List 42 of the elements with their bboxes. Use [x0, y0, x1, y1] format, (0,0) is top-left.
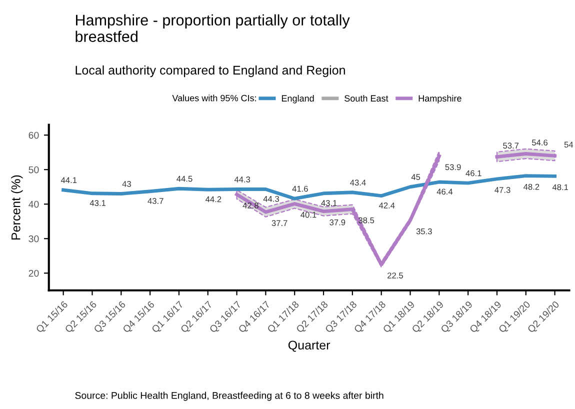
- y-tick-label: 40: [28, 200, 39, 208]
- data-label: 43.4: [350, 180, 366, 186]
- data-label: 48.1: [552, 184, 568, 190]
- data-label: 35.3: [416, 228, 432, 234]
- legend-label: England: [282, 94, 314, 104]
- data-label: 43.1: [90, 200, 106, 206]
- legend-label: South East: [344, 94, 388, 102]
- data-label: 45: [411, 174, 420, 180]
- x-axis-title: Quarter: [288, 340, 330, 352]
- data-label: 44.3: [234, 176, 250, 182]
- y-tick-label: 50: [28, 166, 39, 174]
- data-label: 54.6: [532, 140, 548, 146]
- source-note: Source: Public Health England, Breastfeeding at 6 to 8 weeks after birth: [75, 392, 384, 401]
- data-label: 53.7: [503, 142, 519, 149]
- data-label: 46.4: [436, 188, 453, 195]
- data-label: 41.6: [292, 186, 308, 192]
- data-label: 48.2: [524, 184, 540, 190]
- data-label: 44.5: [176, 176, 192, 182]
- data-label: 37.7: [272, 220, 288, 226]
- legend-title: Values with 95% CIs:: [172, 94, 256, 102]
- data-label: 42.4: [378, 202, 395, 208]
- chart-title: Hampshire - proportion partially or totally breastfed: [76, 14, 350, 42]
- chart-subtitle: Local authority compared to England and Region: [76, 65, 345, 78]
- y-tick-label: 30: [28, 235, 39, 242]
- data-label: 42.8: [242, 202, 258, 208]
- data-label: 40.1: [300, 212, 316, 218]
- data-label: 44.2: [206, 196, 222, 202]
- data-label: 43.1: [321, 200, 337, 206]
- data-label: 37.9: [330, 219, 346, 226]
- data-label: 22.5: [388, 272, 403, 278]
- legend-label: Hampshire: [418, 94, 462, 104]
- y-axis-title: Percent (%): [11, 175, 23, 240]
- data-label: 46.1: [466, 170, 482, 176]
- data-label: 44.3: [263, 196, 279, 202]
- data-label: 47.3: [494, 186, 510, 193]
- y-tick-label: 20: [28, 270, 39, 277]
- y-tick-label: 60: [28, 132, 39, 139]
- data-label: 44.1: [60, 177, 77, 184]
- data-label: 43: [122, 181, 131, 187]
- data-label: 53.9: [445, 164, 461, 170]
- data-label: 54: [564, 142, 574, 148]
- data-label: 43.7: [148, 198, 164, 204]
